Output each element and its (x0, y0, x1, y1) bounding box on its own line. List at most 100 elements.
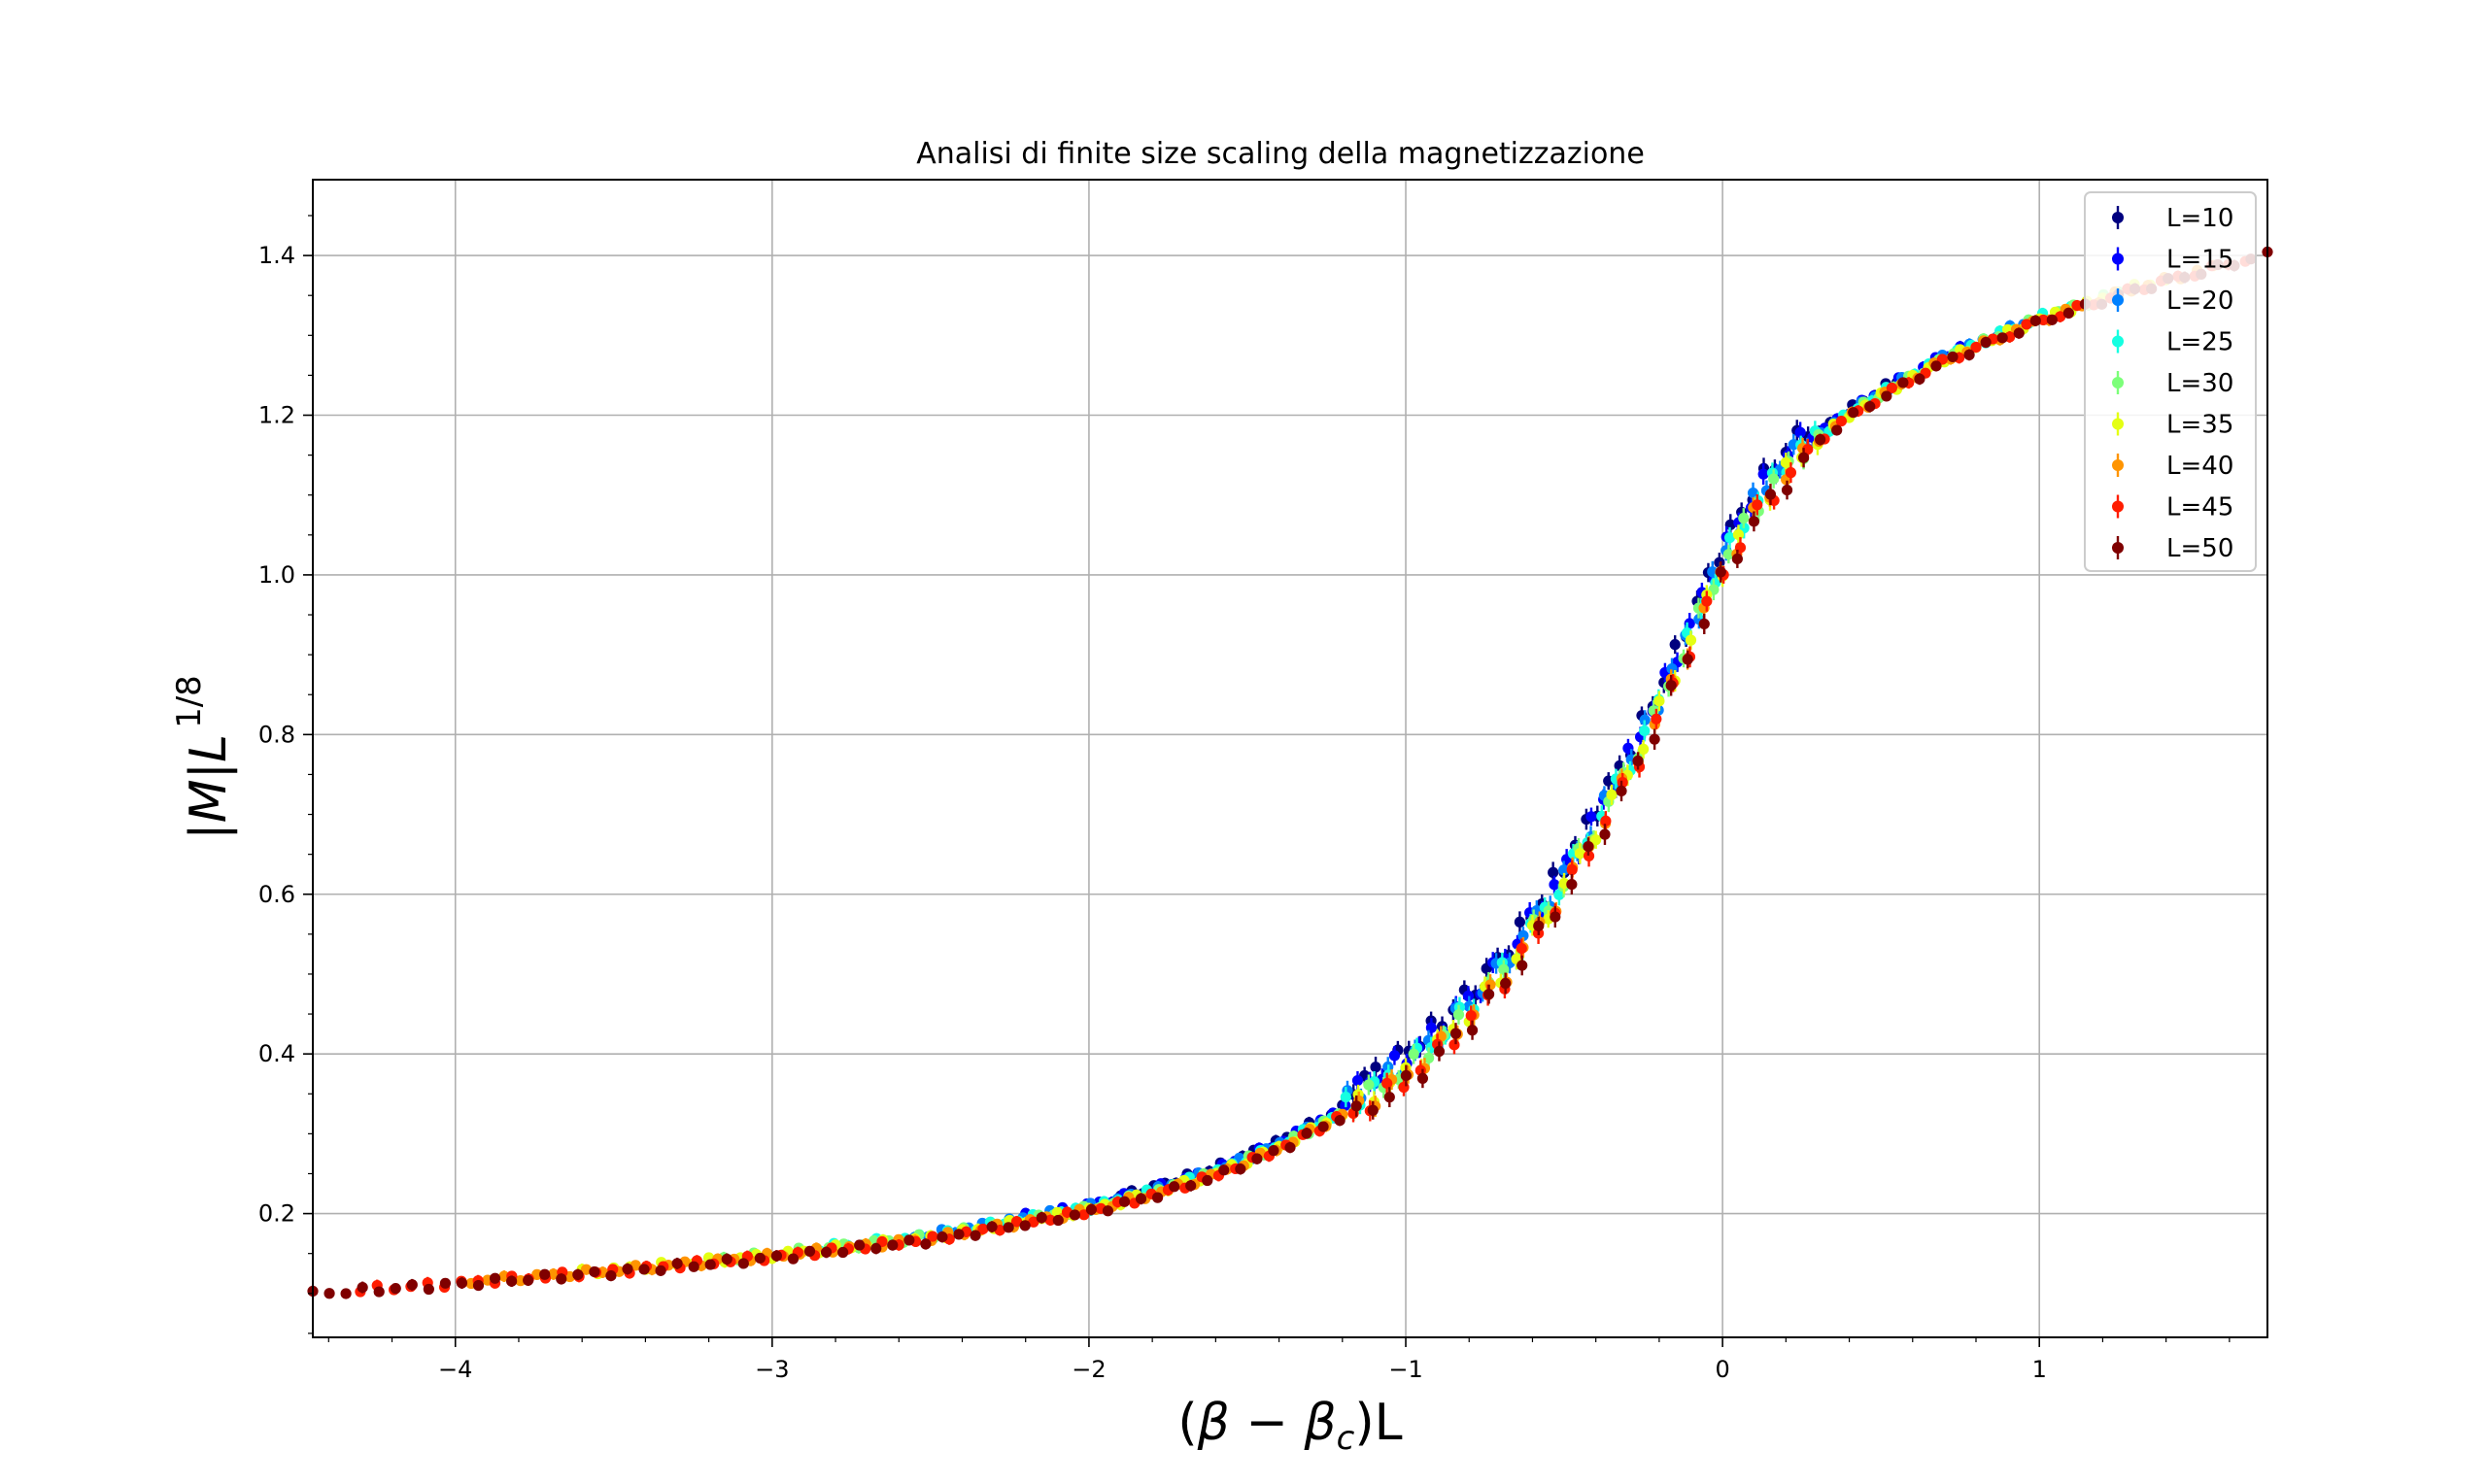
data-point (523, 1274, 534, 1286)
legend-item: L=35 (2112, 411, 2233, 440)
data-point (605, 1269, 617, 1282)
data-point (704, 1259, 716, 1270)
data-point (754, 1252, 766, 1265)
legend-box (2084, 191, 2257, 572)
data-point (1416, 1072, 1429, 1085)
data-point (1864, 400, 1876, 413)
data-point (671, 1258, 683, 1269)
data-point (1350, 1100, 1362, 1112)
data-point (1947, 351, 1959, 363)
data-point (1831, 424, 1843, 436)
data-point (937, 1231, 948, 1243)
data-point (1398, 1081, 1410, 1094)
data-point (638, 1264, 650, 1275)
y-tick-label: 1.4 (258, 242, 295, 269)
data-point (1600, 815, 1612, 826)
data-point (556, 1273, 567, 1285)
data-point (1085, 1203, 1097, 1215)
data-point (1848, 407, 1859, 419)
data-point (1235, 1164, 1246, 1175)
data-point (1649, 733, 1660, 745)
data-point (515, 1275, 527, 1287)
data-point (1632, 755, 1644, 767)
data-point (1723, 531, 1736, 544)
data-point (887, 1239, 899, 1251)
data-point (787, 1253, 800, 1265)
data-point (1780, 456, 1791, 468)
data-point (622, 1263, 633, 1275)
data-point (506, 1275, 518, 1287)
data-point (1590, 834, 1602, 846)
data-point (1599, 828, 1611, 840)
legend-item: L=10 (2112, 204, 2233, 233)
data-point (1881, 390, 1892, 402)
data-point (1747, 487, 1759, 499)
data-point (977, 1223, 989, 1235)
legend-marker (2112, 459, 2124, 471)
data-point (1517, 929, 1529, 941)
data-point (456, 1277, 468, 1289)
data-point (1533, 920, 1545, 931)
data-point (1367, 1104, 1379, 1116)
data-point (1748, 516, 1760, 527)
grid (313, 180, 2267, 1337)
series-L=50 (307, 246, 2273, 1299)
data-point (1317, 1121, 1329, 1132)
data-point (927, 1231, 938, 1242)
data-point (986, 1221, 998, 1232)
data-point (1334, 1115, 1346, 1127)
legend-label: L=35 (2166, 411, 2233, 440)
data-point (953, 1229, 965, 1240)
data-point (1514, 916, 1526, 928)
legend-marker (2112, 335, 2124, 348)
data-point (472, 1279, 485, 1292)
legend-item: L=45 (2112, 493, 2233, 523)
data-point (1794, 426, 1806, 438)
x-tick-label: −3 (755, 1356, 789, 1383)
legend-marker (2112, 294, 2124, 306)
y-tick-label: 1.0 (258, 561, 295, 589)
data-point (489, 1272, 501, 1284)
data-point (970, 1230, 981, 1241)
data-point (1465, 1010, 1477, 1022)
data-point (439, 1277, 452, 1289)
legend-label: L=30 (2166, 369, 2233, 398)
data-point (2046, 314, 2058, 325)
data-point (1574, 848, 1585, 860)
data-point (1400, 1069, 1412, 1082)
data-point (1886, 382, 1897, 394)
data-point (1218, 1164, 1230, 1176)
data-point (531, 1268, 543, 1280)
data-point (1363, 1079, 1375, 1091)
data-point (1835, 416, 1848, 427)
data-point (1383, 1092, 1395, 1103)
data-point (1052, 1214, 1064, 1227)
x-tick-label: −2 (1072, 1356, 1106, 1383)
data-point (1202, 1174, 1213, 1187)
data-point (1028, 1216, 1039, 1228)
data-point (803, 1245, 816, 1257)
data-point (1996, 332, 2008, 344)
data-point (1549, 879, 1560, 891)
data-point (1698, 618, 1710, 630)
data-point (870, 1242, 882, 1255)
data-point (357, 1281, 368, 1294)
data-point (1785, 467, 1797, 479)
plot-frame (312, 179, 2268, 1338)
data-point (1284, 1141, 1296, 1154)
data-points (307, 246, 2273, 1299)
data-point (1036, 1212, 1047, 1224)
data-point (1583, 850, 1595, 861)
data-point (1724, 519, 1736, 530)
data-point (1388, 1050, 1401, 1062)
data-point (1802, 444, 1814, 455)
data-point (1616, 785, 1627, 797)
data-point (1466, 1025, 1479, 1036)
data-point (1370, 1062, 1381, 1073)
data-point (1448, 1039, 1460, 1051)
data-point (721, 1253, 732, 1265)
data-point (820, 1246, 833, 1258)
legend-marker (2112, 418, 2124, 430)
chart-title: Analisi di finite size scaling della mag… (916, 137, 1645, 171)
data-point (1701, 595, 1713, 607)
